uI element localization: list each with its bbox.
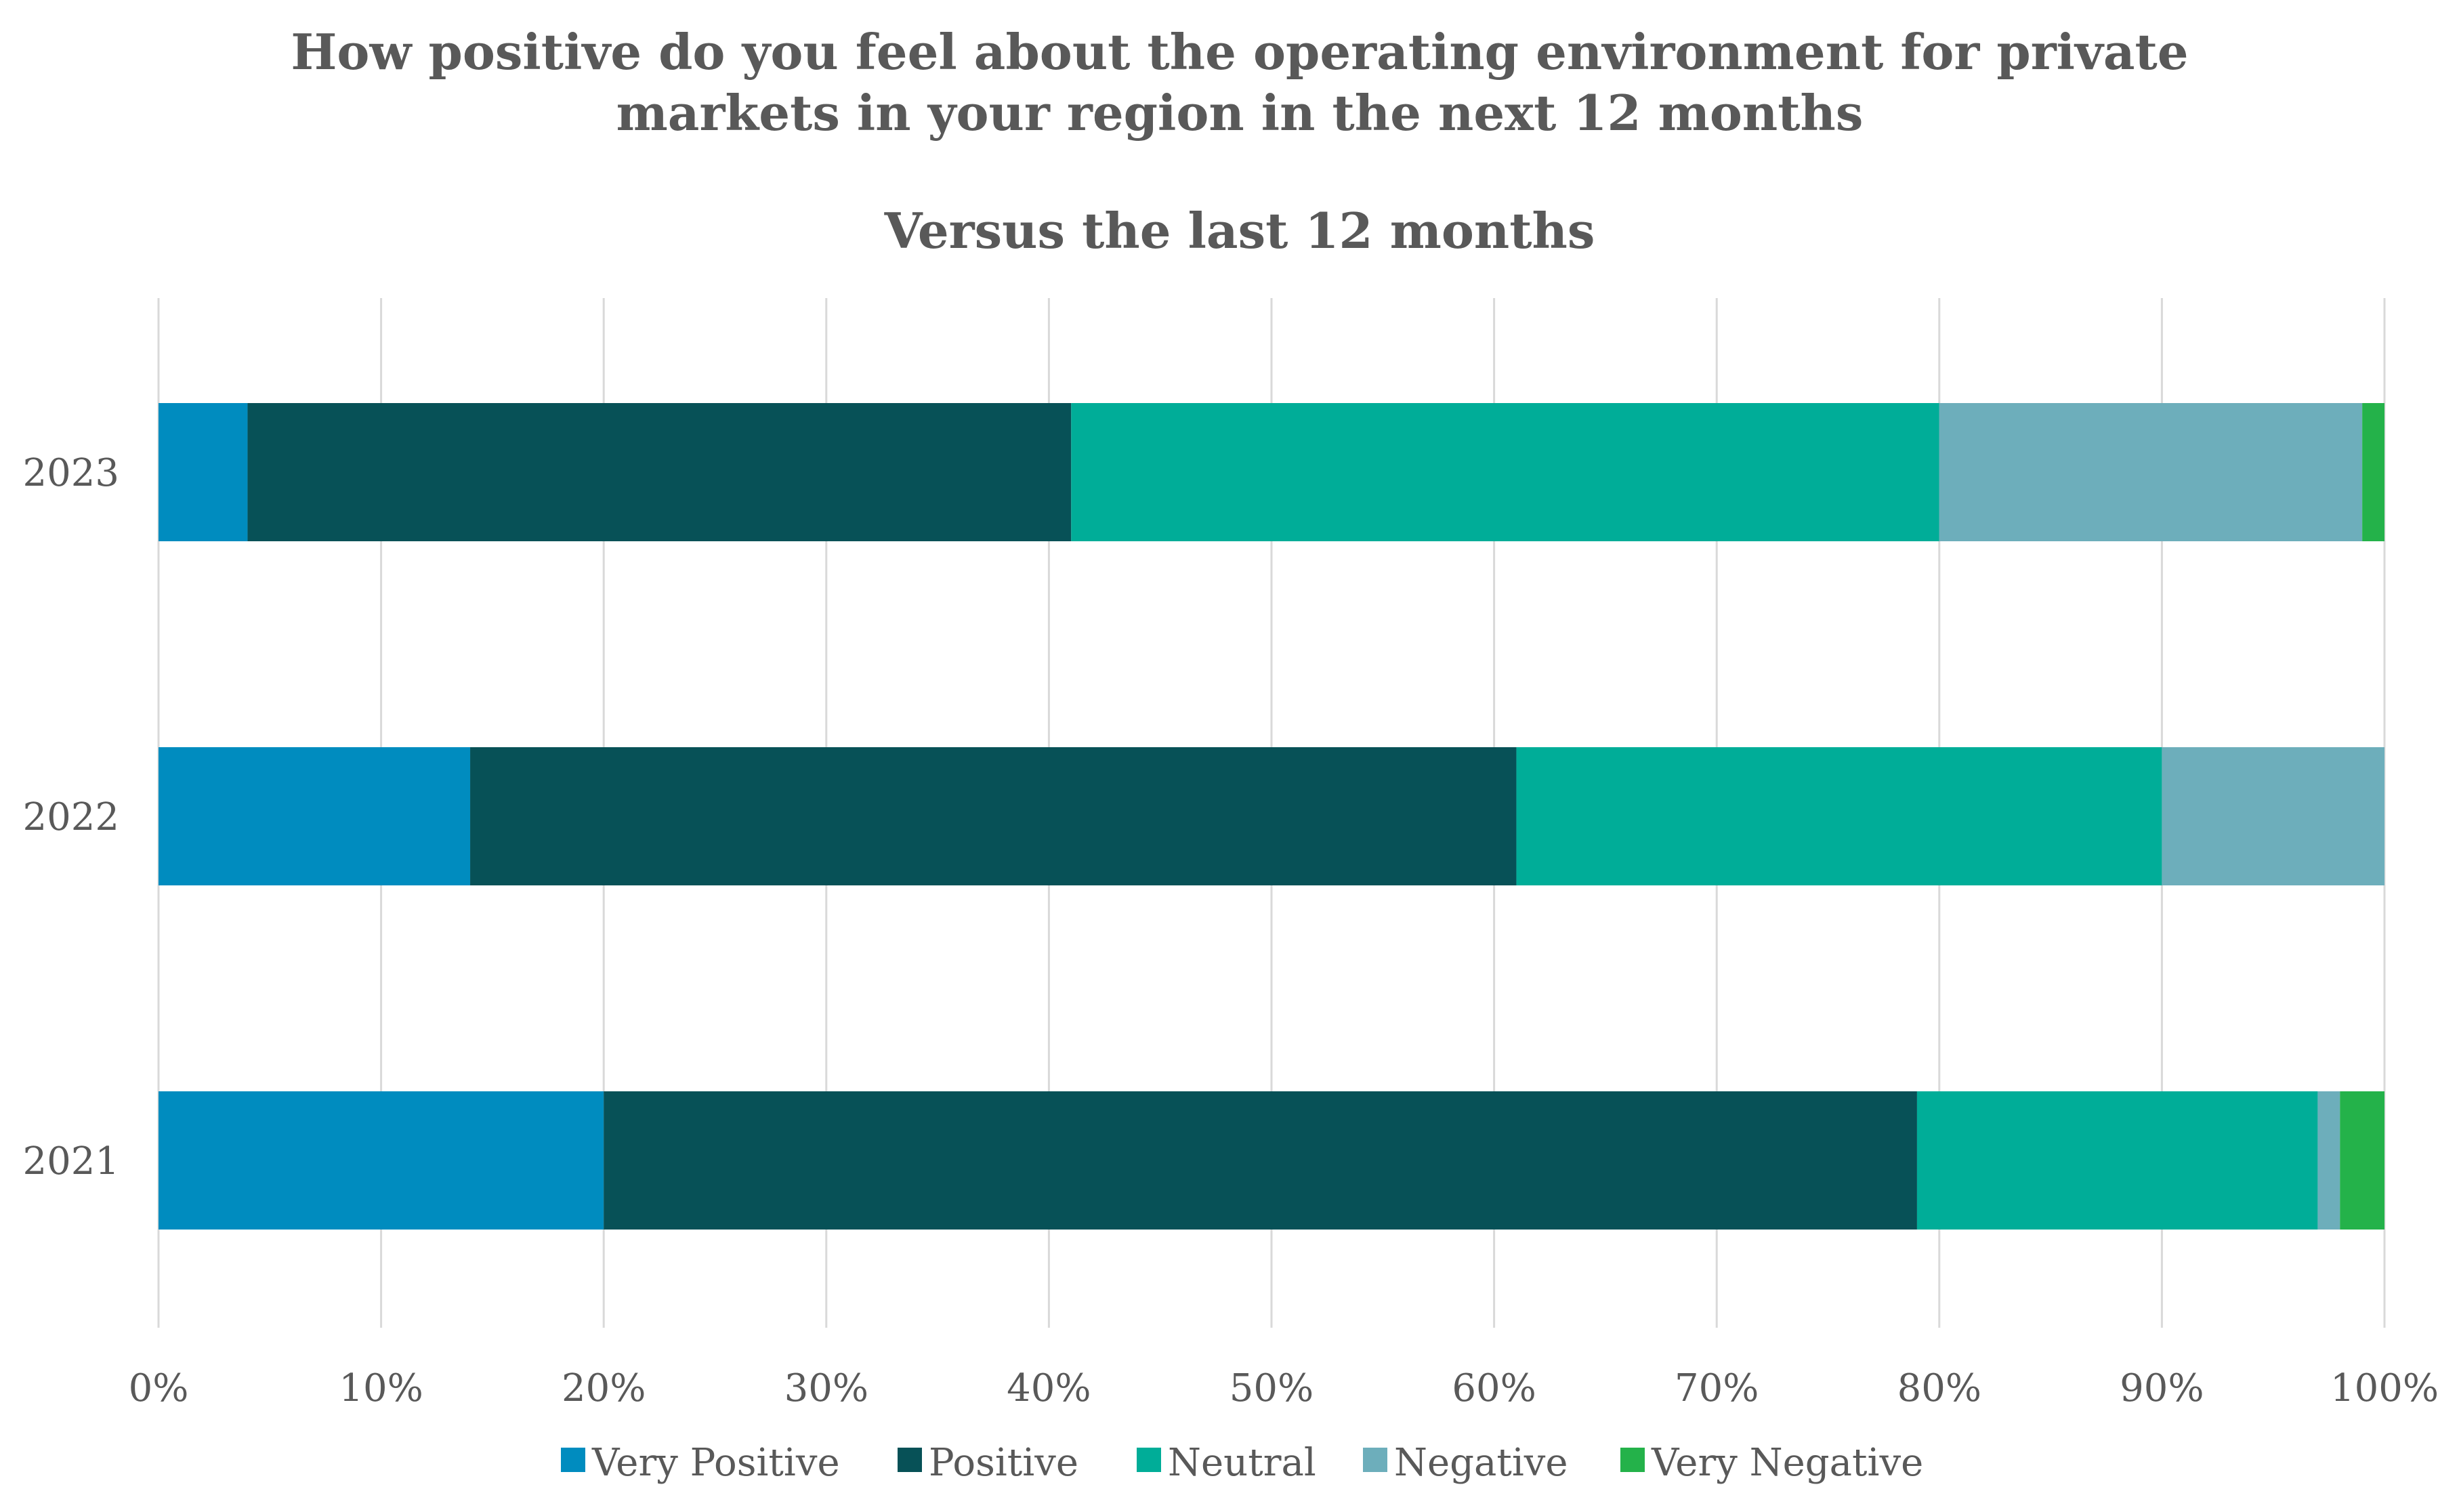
bar-2023-positive	[247, 403, 1072, 541]
legend-label: Neutral	[1168, 1441, 1316, 1485]
x-tick-label: 90%	[2120, 1366, 2204, 1410]
legend-label: Negative	[1394, 1441, 1568, 1485]
legend-swatch	[1137, 1448, 1161, 1472]
chart-title-group: How positive do you feel about the opera…	[291, 23, 2188, 259]
legend-label: Very Positive	[591, 1441, 840, 1485]
x-tick-label: 70%	[1675, 1366, 1759, 1410]
bar-2021-negative	[2317, 1091, 2340, 1230]
bar-2022-negative	[2162, 747, 2384, 885]
bar-2023-very-positive	[159, 403, 248, 541]
bar-2022-very-positive	[159, 747, 471, 885]
bar-2021-neutral	[1916, 1091, 2318, 1230]
bar-2023-very-negative	[2362, 403, 2384, 541]
x-tick-label: 50%	[1230, 1366, 1313, 1410]
bar-2022-positive	[470, 747, 1517, 885]
legend: Very Positive Positive Neutral Negative Very…	[561, 1441, 1923, 1485]
x-tick-label: 0%	[129, 1366, 189, 1410]
x-tick-label: 20%	[562, 1366, 646, 1410]
chart-subtitle: Versus the last 12 months	[884, 202, 1595, 259]
y-tick-label: 2021	[22, 1139, 119, 1183]
bar-2022-neutral	[1516, 747, 2162, 885]
bar-2021-very-negative	[2340, 1091, 2384, 1230]
legend-swatch	[1620, 1448, 1645, 1472]
legend-swatch	[561, 1448, 585, 1472]
legend-label: Positive	[929, 1441, 1078, 1485]
y-tick-label: 2023	[22, 451, 119, 495]
bar-2023-negative	[1939, 403, 2363, 541]
bar-2023-neutral	[1071, 403, 1939, 541]
legend-swatch	[1363, 1448, 1387, 1472]
x-tick-label: 100%	[2330, 1366, 2439, 1410]
y-tick-label: 2022	[22, 795, 119, 839]
x-tick-label: 80%	[1897, 1366, 1981, 1410]
bar-2021-very-positive	[159, 1091, 604, 1230]
legend-label: Very Negative	[1651, 1441, 1923, 1485]
x-tick-label: 30%	[784, 1366, 868, 1410]
legend-swatch	[898, 1448, 922, 1472]
bar-2021-positive	[604, 1091, 1917, 1230]
x-tick-label: 40%	[1007, 1366, 1091, 1410]
x-axis-labels: 0% 10% 20% 30% 40% 50% 60% 70% 80% 90% 100%	[129, 1366, 2439, 1410]
bars	[159, 403, 2384, 1230]
chart-title-line-1: How positive do you feel about the opera…	[291, 23, 2188, 81]
chart-title-line-2: markets in your region in the next 12 mo…	[616, 84, 1864, 142]
x-tick-label: 60%	[1452, 1366, 1536, 1410]
x-tick-label: 10%	[339, 1366, 423, 1410]
y-axis-labels: 2023 2022 2021	[22, 451, 119, 1183]
